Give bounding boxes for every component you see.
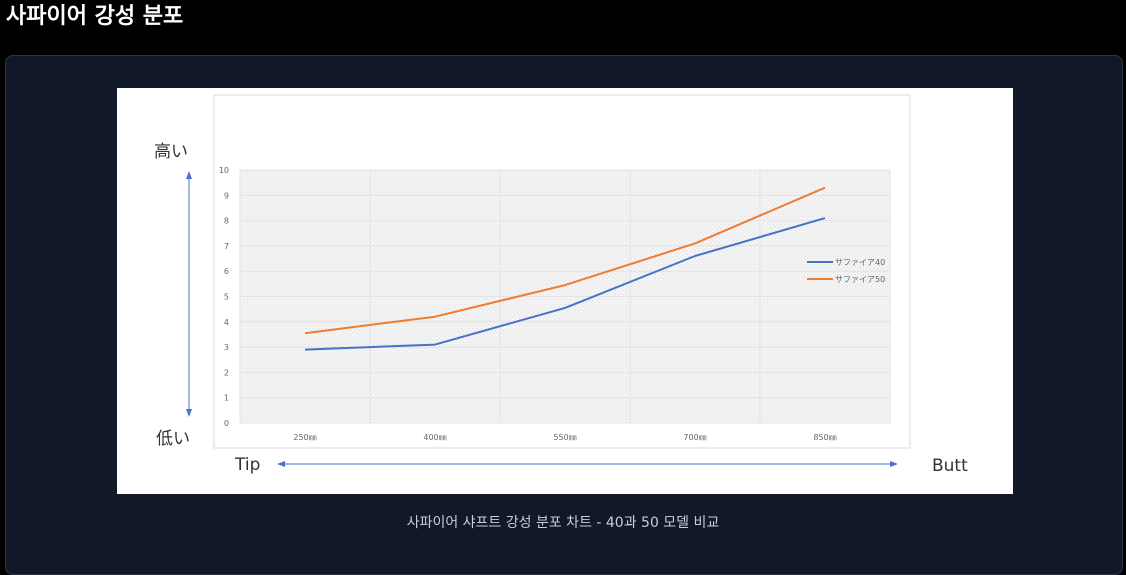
y-tick-label: 6 bbox=[224, 267, 229, 276]
chart-caption: 사파이어 샤프트 강성 분포 차트 - 40과 50 모델 비교 bbox=[406, 515, 720, 531]
y-low-label: 低い bbox=[156, 429, 190, 449]
y-high-label: 高い bbox=[154, 142, 188, 162]
grid-lines bbox=[239, 169, 891, 424]
legend-label: サファイア50 bbox=[835, 275, 885, 284]
y-tick-label: 10 bbox=[219, 166, 229, 175]
y-tick-label: 2 bbox=[224, 368, 229, 377]
y-tick-label: 4 bbox=[224, 318, 229, 327]
x-tick-label: 550㎜ bbox=[553, 433, 576, 442]
y-tick-label: 3 bbox=[224, 343, 229, 352]
x-tick-label: 250㎜ bbox=[293, 433, 316, 442]
y-tick-label: 9 bbox=[224, 191, 229, 200]
x-tick-label: 850㎜ bbox=[813, 433, 836, 442]
horizontal-arrow bbox=[277, 461, 898, 467]
series-line-40 bbox=[304, 217, 826, 351]
x-tick-label: 400㎜ bbox=[423, 433, 446, 442]
y-tick-label: 0 bbox=[224, 419, 229, 428]
x-tick-label: 700㎜ bbox=[683, 433, 706, 442]
tick-labels: 0 1 2 3 4 5 6 7 8 9 10 250㎜ 400㎜ 550㎜ 700㎜ 850㎜ bbox=[219, 166, 837, 442]
legend-label: サファイア40 bbox=[835, 258, 885, 267]
y-tick-label: 7 bbox=[224, 242, 229, 251]
x-tip-label: Tip bbox=[234, 455, 260, 475]
y-tick-label: 8 bbox=[224, 217, 229, 226]
chart-figure: 0 1 2 3 4 5 6 7 8 9 10 250㎜ 400㎜ 550㎜ 700㎜ 850㎜ サファイア40… bbox=[117, 88, 1013, 494]
vertical-arrow bbox=[186, 171, 192, 417]
y-tick-label: 5 bbox=[224, 293, 229, 302]
legend: サファイア40 サファイア50 bbox=[807, 258, 885, 284]
y-tick-label: 1 bbox=[224, 394, 229, 403]
x-butt-label: Butt bbox=[932, 456, 968, 476]
series-lines bbox=[304, 186, 826, 351]
stiffness-chart: 0 1 2 3 4 5 6 7 8 9 10 250㎜ 400㎜ 550㎜ 700㎜ 850㎜ サファイア40… bbox=[154, 94, 968, 476]
page-title: 사파이어 강성 분포 bbox=[6, 4, 184, 29]
series-line-50 bbox=[304, 186, 826, 335]
